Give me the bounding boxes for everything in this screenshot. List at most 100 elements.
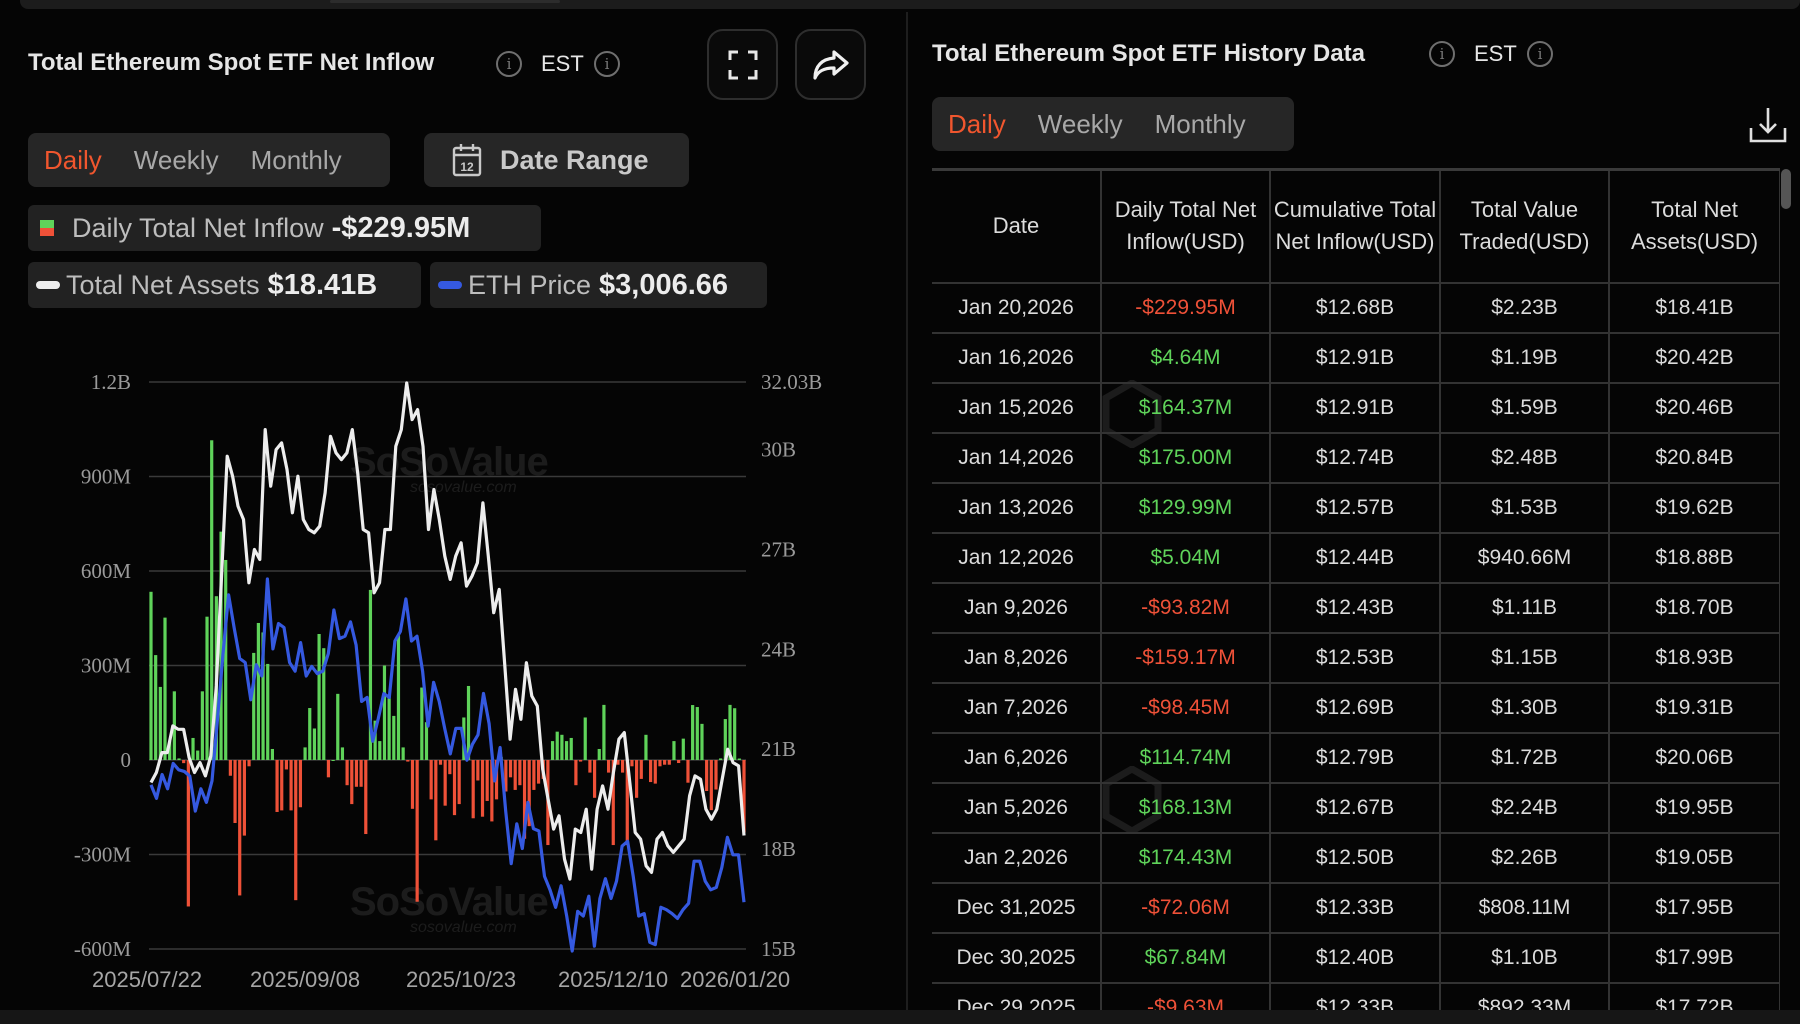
inflow-cell: -$72.06M bbox=[1100, 881, 1271, 934]
tab-monthly[interactable]: Monthly bbox=[250, 144, 342, 175]
inflow-bar bbox=[434, 760, 438, 841]
eth-price-line bbox=[149, 577, 746, 953]
legend-inflow-label: Daily Total Net Inflow bbox=[72, 212, 324, 243]
inflow-bar bbox=[438, 760, 443, 765]
column-header-date[interactable]: Date bbox=[932, 168, 1102, 284]
inflow-bar bbox=[620, 760, 625, 773]
date-cell: Jan 12,2026 bbox=[932, 531, 1102, 584]
cumulative-cell: $12.43B bbox=[1269, 581, 1441, 634]
table-scrollbar[interactable] bbox=[1781, 169, 1791, 209]
table-row[interactable]: Dec 30,2025 $67.84M $12.40B $1.10B $17.99B bbox=[932, 931, 1780, 984]
table-row[interactable]: Jan 15,2026 $164.37M $12.91B $1.59B $20.46B bbox=[932, 381, 1780, 434]
date-range-button[interactable]: 12 Date Range bbox=[424, 133, 689, 187]
traded-cell: $2.23B bbox=[1439, 281, 1610, 334]
inflow-bar bbox=[490, 760, 494, 822]
inflow-bar bbox=[466, 685, 471, 760]
traded-cell: $940.66M bbox=[1439, 531, 1610, 584]
bottom-strip bbox=[0, 1010, 1800, 1024]
cumulative-cell: $12.57B bbox=[1269, 481, 1441, 534]
inflow-bar bbox=[457, 760, 461, 805]
tab-weekly[interactable]: Weekly bbox=[133, 144, 219, 175]
table-row[interactable]: Jan 8,2026 -$159.17M $12.53B $1.15B $18.93B bbox=[932, 631, 1780, 684]
table-row[interactable]: Jan 14,2026 $175.00M $12.74B $2.48B $20.84B bbox=[932, 431, 1780, 484]
x-tick-label: 2025/10/23 bbox=[406, 967, 516, 992]
table-row[interactable]: Jan 12,2026 $5.04M $12.44B $940.66M $18.88B bbox=[932, 531, 1780, 584]
inflow-bar bbox=[396, 635, 401, 760]
table-row[interactable]: Jan 5,2026 $168.13M $12.67B $2.24B $19.95B bbox=[932, 781, 1780, 834]
date-cell: Jan 13,2026 bbox=[932, 481, 1102, 534]
inflow-chart[interactable]: 1.2B 900M 600M 300M 0 -300M -600M 32.03B 30B 27B 2… bbox=[0, 0, 900, 1024]
inflow-bar bbox=[191, 737, 195, 760]
top-strip bbox=[20, 0, 1800, 9]
fullscreen-button[interactable] bbox=[707, 29, 778, 100]
inflow-bar bbox=[709, 760, 713, 811]
share-button[interactable] bbox=[795, 29, 866, 100]
calendar-day: 12 bbox=[460, 160, 474, 174]
inflow-bar bbox=[522, 760, 527, 839]
y-right-tick-label: 32.03B bbox=[761, 370, 822, 394]
inflow-bar bbox=[504, 760, 508, 792]
legend-eth-price[interactable]: ETH Price $3,006.66 bbox=[430, 262, 767, 308]
tab-daily[interactable]: Daily bbox=[948, 108, 1006, 139]
tab-monthly[interactable]: Monthly bbox=[1154, 108, 1246, 139]
table-row[interactable]: Jan 6,2026 $114.74M $12.79B $1.72B $20.06B bbox=[932, 731, 1780, 784]
inflow-bar bbox=[392, 715, 396, 760]
table-row[interactable]: Jan 9,2026 -$93.82M $12.43B $1.11B $18.70B bbox=[932, 581, 1780, 634]
column-header-daily-inflow[interactable]: Daily Total Net Inflow(USD) bbox=[1100, 168, 1271, 284]
date-cell: Jan 20,2026 bbox=[932, 281, 1102, 334]
traded-cell: $1.59B bbox=[1439, 381, 1610, 434]
inflow-bar bbox=[186, 760, 190, 907]
table-row[interactable]: Jan 16,2026 $4.64M $12.91B $1.19B $20.42B bbox=[932, 331, 1780, 384]
inflow-cell: $174.43M bbox=[1100, 831, 1271, 884]
inflow-cell: $4.64M bbox=[1100, 331, 1271, 384]
y-right-tick-label: 15B bbox=[761, 937, 796, 961]
timezone-info-icon[interactable]: i bbox=[594, 51, 620, 77]
inflow-bar bbox=[158, 686, 162, 760]
inflow-bar bbox=[401, 747, 405, 760]
inflow-bar bbox=[723, 719, 727, 760]
inflow-bar bbox=[149, 591, 153, 760]
table-row[interactable]: Dec 31,2025 -$72.06M $12.33B $808.11M $17.95… bbox=[932, 881, 1780, 934]
inflow-bar bbox=[336, 693, 340, 760]
traded-cell: $2.24B bbox=[1439, 781, 1610, 834]
traded-cell: $1.10B bbox=[1439, 931, 1610, 984]
info-icon[interactable]: i bbox=[496, 51, 522, 77]
assets-cell: $20.84B bbox=[1608, 431, 1780, 484]
table-row[interactable]: Dec 29,2025 -$9.63M $12.33B $892.33M $17.72B bbox=[932, 981, 1780, 1010]
table-row[interactable]: Jan 13,2026 $129.99M $12.57B $1.53B $19.62B bbox=[932, 481, 1780, 534]
inflow-bar bbox=[182, 760, 186, 764]
table-row[interactable]: Jan 2,2026 $174.43M $12.50B $2.26B $19.05B bbox=[932, 831, 1780, 884]
inflow-bar bbox=[695, 707, 699, 760]
inflow-bar bbox=[233, 760, 237, 823]
download-button[interactable] bbox=[1748, 106, 1788, 149]
cumulative-cell: $12.67B bbox=[1269, 781, 1441, 834]
info-icon[interactable]: i bbox=[1429, 41, 1455, 67]
table-row[interactable]: Jan 20,2026 -$229.95M $12.68B $2.23B $18.41B bbox=[932, 281, 1780, 334]
legend-total-net-assets[interactable]: Total Net Assets $18.41B bbox=[28, 262, 421, 308]
tab-daily[interactable]: Daily bbox=[44, 144, 102, 175]
inflow-panel-title: Total Ethereum Spot ETF Net Inflow bbox=[28, 49, 435, 76]
date-cell: Dec 30,2025 bbox=[932, 931, 1102, 984]
inflow-cell: $67.84M bbox=[1100, 931, 1271, 984]
inflow-bar bbox=[518, 760, 522, 786]
inflow-bar bbox=[494, 760, 499, 800]
inflow-bar bbox=[368, 589, 373, 760]
inflow-cell: -$98.45M bbox=[1100, 681, 1271, 734]
red-green-swatch-icon bbox=[40, 220, 54, 236]
y-left-tick-label: 600M bbox=[81, 559, 132, 583]
inflow-bar bbox=[550, 741, 555, 760]
column-header-value-traded[interactable]: Total Value Traded(USD) bbox=[1439, 168, 1610, 284]
inflow-cell: -$229.95M bbox=[1100, 281, 1271, 334]
traded-cell: $2.48B bbox=[1439, 431, 1610, 484]
inflow-bar bbox=[219, 531, 223, 760]
column-header-cumulative-inflow[interactable]: Cumulative Total Net Inflow(USD) bbox=[1269, 168, 1441, 284]
assets-cell: $19.05B bbox=[1608, 831, 1780, 884]
legend-price-value: $3,006.66 bbox=[599, 268, 729, 301]
inflow-bar bbox=[256, 622, 260, 760]
column-header-net-assets[interactable]: Total Net Assets(USD) bbox=[1608, 168, 1780, 284]
tab-weekly[interactable]: Weekly bbox=[1037, 108, 1123, 139]
y-right-tick-label: 30B bbox=[761, 438, 796, 462]
table-row[interactable]: Jan 7,2026 -$98.45M $12.69B $1.30B $19.31B bbox=[932, 681, 1780, 734]
timezone-info-icon[interactable]: i bbox=[1527, 41, 1553, 67]
inflow-bar bbox=[354, 760, 359, 787]
